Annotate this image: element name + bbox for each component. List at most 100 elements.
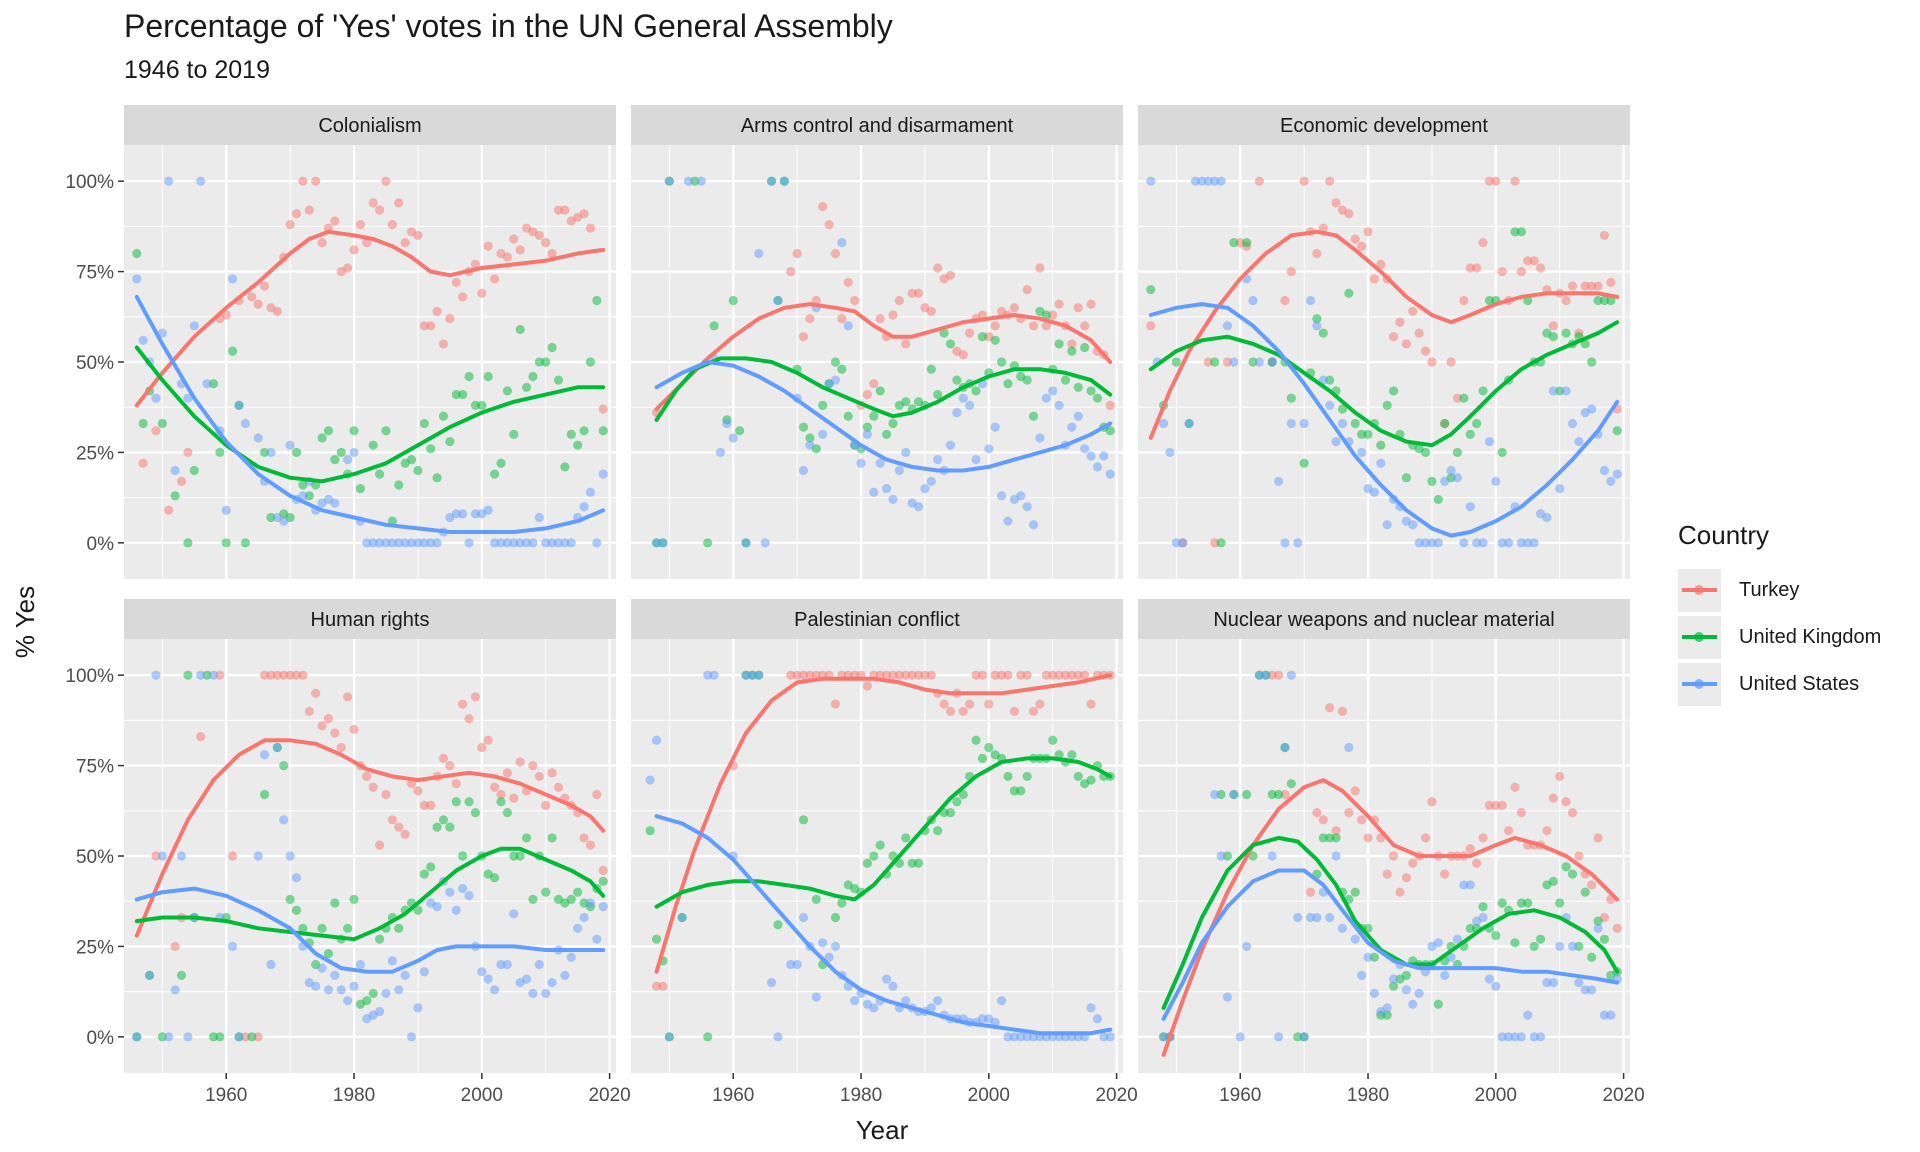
data-point — [1459, 538, 1469, 548]
data-point — [1280, 538, 1290, 548]
data-point — [1574, 436, 1584, 447]
data-point — [920, 670, 930, 680]
facet-strip — [124, 105, 616, 145]
data-point — [1242, 941, 1252, 952]
data-point — [798, 912, 809, 923]
data-point — [1337, 923, 1348, 933]
data-point — [560, 970, 570, 980]
data-point — [336, 447, 346, 458]
data-point — [521, 382, 532, 392]
data-point — [253, 433, 263, 443]
data-point — [151, 851, 161, 861]
data-point — [901, 339, 911, 349]
data-point — [144, 970, 155, 980]
data-point — [984, 444, 994, 454]
data-point — [515, 245, 525, 255]
data-point — [311, 688, 321, 698]
data-point — [208, 379, 219, 389]
data-point — [1587, 281, 1597, 291]
data-point — [189, 321, 199, 331]
data-point — [760, 538, 770, 548]
data-point — [1478, 238, 1488, 248]
data-point — [1542, 826, 1552, 836]
data-point — [355, 959, 366, 970]
data-point — [1529, 256, 1539, 266]
data-point — [1401, 985, 1411, 995]
data-point — [1105, 400, 1115, 410]
data-point — [894, 670, 904, 680]
data-point — [1561, 797, 1571, 807]
data-point — [515, 851, 525, 861]
data-point — [1401, 339, 1411, 349]
data-point — [170, 491, 180, 501]
data-point — [683, 176, 694, 186]
data-point — [1491, 476, 1501, 486]
data-point — [374, 205, 385, 215]
data-point — [579, 833, 589, 843]
data-point — [1593, 295, 1603, 306]
data-point — [445, 822, 455, 832]
data-point — [1420, 833, 1431, 843]
data-point — [990, 335, 1000, 345]
data-point — [419, 538, 429, 548]
data-point — [1060, 670, 1071, 680]
data-point — [830, 912, 841, 923]
data-point — [1331, 833, 1341, 843]
data-point — [958, 706, 968, 716]
data-point — [438, 339, 449, 349]
smooth-line — [654, 756, 1113, 909]
data-point — [875, 314, 885, 324]
data-point — [330, 898, 340, 908]
data-point — [202, 379, 212, 389]
data-point — [1420, 447, 1431, 458]
data-point — [1433, 494, 1443, 505]
data-point — [387, 956, 397, 966]
data-point — [285, 219, 295, 230]
data-point — [952, 797, 962, 807]
data-point — [183, 670, 193, 680]
legend-key — [1678, 616, 1721, 659]
data-point — [1092, 462, 1103, 472]
data-point — [971, 386, 981, 396]
data-point — [1086, 386, 1096, 396]
data-point — [696, 176, 706, 186]
data-point — [1408, 999, 1418, 1009]
data-point — [1388, 386, 1399, 396]
data-point — [862, 389, 873, 400]
data-point — [566, 429, 576, 439]
data-point — [1009, 706, 1019, 716]
data-point — [547, 833, 557, 843]
data-point — [1561, 328, 1571, 338]
legend-title: Country — [1678, 520, 1770, 550]
y-tick-label: 100% — [65, 172, 114, 193]
data-point — [464, 371, 474, 382]
data-point — [489, 469, 500, 479]
data-point — [830, 699, 841, 709]
data-point — [1028, 321, 1039, 331]
data-point — [183, 447, 193, 458]
data-point — [805, 670, 815, 680]
data-point — [368, 440, 378, 450]
data-point — [926, 1003, 936, 1013]
data-point — [151, 393, 161, 403]
data-point — [330, 455, 340, 465]
data-point — [1158, 418, 1169, 429]
data-point — [579, 502, 589, 512]
data-point — [1009, 1032, 1019, 1042]
data-point — [945, 808, 956, 818]
data-point — [926, 364, 936, 374]
data-point — [317, 433, 327, 443]
data-point — [1465, 844, 1475, 854]
data-point — [343, 455, 353, 465]
data-point — [1073, 303, 1083, 313]
data-point — [381, 176, 391, 186]
data-point — [805, 440, 815, 450]
data-point — [170, 985, 180, 995]
data-point — [1516, 538, 1526, 548]
data-point — [228, 346, 238, 356]
data-point — [1041, 670, 1051, 680]
data-point — [1067, 339, 1077, 349]
smooth-line — [134, 886, 606, 974]
legend-item: United States — [1678, 661, 1881, 708]
data-point — [541, 538, 551, 548]
